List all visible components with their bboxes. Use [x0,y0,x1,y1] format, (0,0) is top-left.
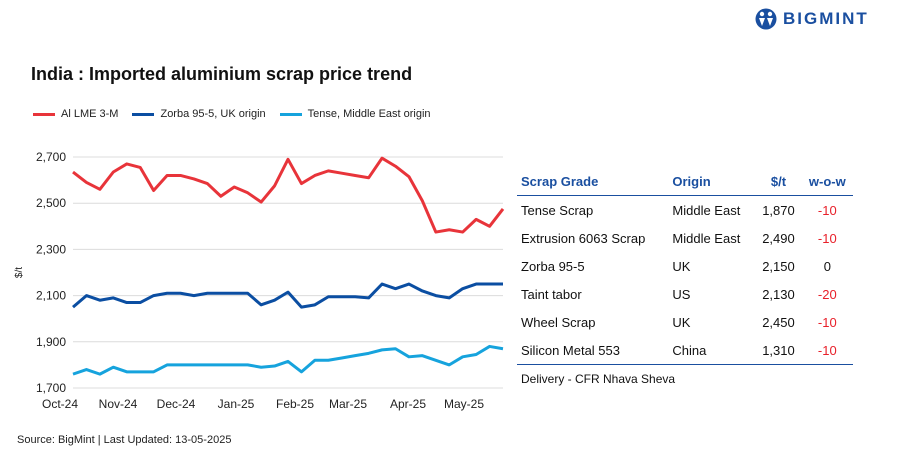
cell-price: 2,450 [762,314,795,330]
series-line-al-lme [72,156,505,234]
y-tick-label: 1,700 [36,381,66,395]
legend-item-tense: Tense, Middle East origin [279,108,431,120]
series-line-tense [72,344,504,376]
table-row: Silicon Metal 553 China 1,310 -10 [517,336,853,365]
cell-grade: Extrusion 6063 Scrap [521,230,646,246]
table-row: Zorba 95-5 UK 2,150 0 [517,252,853,280]
y-axis-label: $/t [14,267,25,278]
legend-swatch [33,112,55,116]
legend-swatch [132,112,155,116]
bigmint-logo: BIGMINT [755,8,869,30]
y-tick-label: 2,100 [36,289,66,303]
legend-item-zorba: Zorba 95-5, UK origin [132,108,266,120]
cell-price: 1,870 [762,202,795,218]
x-tick-label: May-25 [444,397,484,411]
chart-title: India : Imported aluminium scrap price t… [31,64,413,84]
table-header: Scrap Grade Origin $/t w-o-w [517,170,853,196]
cell-grade: Tense Scrap [521,202,594,218]
x-tick-label: Jan-25 [218,397,255,411]
cell-price: 1,310 [755,336,802,365]
y-tick-label: 2,700 [36,150,66,164]
x-tick-label: Oct-24 [42,397,78,411]
cell-origin: UK [672,314,691,330]
legend-label: Tense, Middle East origin [307,108,431,120]
cell-grade: Zorba 95-5 [521,258,585,274]
table-row: Wheel Scrap UK 2,450 -10 [517,308,853,336]
cell-wow: -20 [817,286,837,302]
header-price: $/t [755,170,802,196]
cell-origin: China [668,336,756,365]
series-line-zorba [72,282,503,309]
line-chart: 2,700 2,500 2,300 2,100 1,900 1,700 Oct-24 Nov-… [14,150,505,411]
table-row: Taint tabor US 2,130 -20 [517,280,853,308]
cell-price: 2,150 [762,258,795,274]
legend-label: Zorba 95-5, UK origin [160,108,266,120]
cell-wow: -10 [801,336,853,365]
bigmint-logo-text: BIGMINT [783,9,869,28]
cell-wow: -10 [817,230,837,246]
y-tick-label: 1,900 [36,335,66,349]
cell-origin: Middle East [672,202,741,218]
cell-grade: Wheel Scrap [521,314,596,330]
source-text: Source: BigMint | Last Updated: 13-05-20… [17,434,232,446]
cell-wow: 0 [823,258,831,274]
header-grade: Scrap Grade [517,170,669,196]
bigmint-logo-icon [755,8,777,30]
table-row: Extrusion 6063 Scrap Middle East 2,490 -10 [517,224,853,252]
delivery-note: Delivery - CFR Nhava Sheva [521,372,676,386]
legend-item-al-lme: Al LME 3-M [33,108,118,120]
cell-origin: Middle East [672,230,741,246]
x-tick-label: Nov-24 [99,397,138,411]
cell-grade: Silicon Metal 553 [517,336,669,365]
cell-price: 2,490 [762,230,795,246]
cell-origin: UK [672,258,691,274]
price-table: Scrap Grade Origin $/t w-o-w Tense Scrap… [517,170,853,365]
legend: Al LME 3-M Zorba 95-5, UK origin Tense, … [33,108,431,120]
cell-origin: US [672,286,691,302]
header-origin: Origin [668,170,756,196]
cell-wow: -10 [817,314,837,330]
table-row: Tense Scrap Middle East 1,870 -10 [517,196,853,225]
y-tick-label: 2,500 [36,196,66,210]
cell-wow: -10 [817,202,837,218]
x-tick-label: Mar-25 [329,397,367,411]
y-tick-label: 2,300 [36,242,66,256]
header-wow: w-o-w [801,170,853,196]
legend-swatch [279,112,302,116]
cell-price: 2,130 [762,286,795,302]
legend-label: Al LME 3-M [61,108,119,120]
x-tick-label: Dec-24 [157,397,196,411]
x-tick-label: Apr-25 [390,397,426,411]
x-tick-label: Feb-25 [276,397,314,411]
cell-grade: Taint tabor [521,286,582,302]
